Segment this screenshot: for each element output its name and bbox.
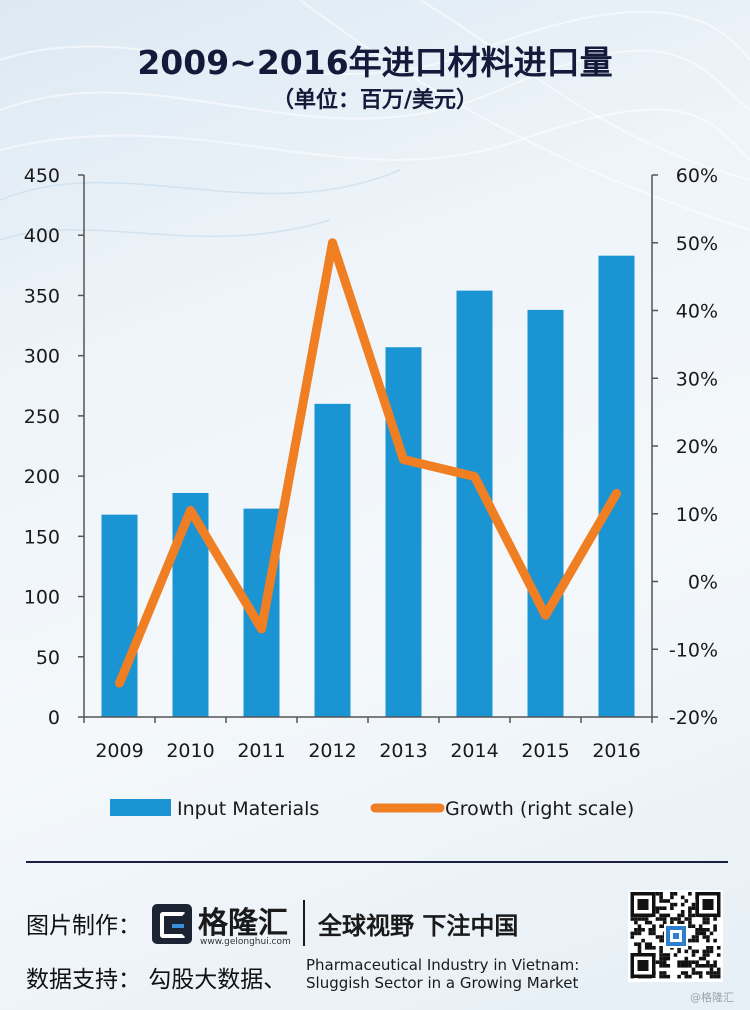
x-tick-label: 2015: [521, 740, 569, 762]
source-title-line1: Pharmaceutical Industry in Vietnam:: [306, 956, 580, 974]
left-tick-label: 50: [36, 647, 60, 669]
bars-series: [101, 255, 635, 717]
left-tick-label: 250: [24, 406, 60, 428]
background-waves: [0, 169, 401, 241]
page-subtitle: （单位：百万/美元）: [271, 88, 479, 113]
data-support-label: 数据支持： 勾股大数据、: [26, 967, 287, 993]
right-tick-label: 40%: [676, 301, 718, 323]
right-tick-label: 60%: [676, 165, 718, 187]
right-tick-label: 10%: [676, 504, 718, 526]
left-tick-label: 400: [24, 225, 60, 247]
left-tick-label: 0: [48, 707, 60, 729]
right-tick-label: 20%: [676, 436, 718, 458]
legend-line-label: Growth (right scale): [445, 798, 634, 820]
right-tick-label: 0%: [688, 572, 718, 594]
gelonghui-logo-icon: [152, 904, 192, 944]
brand-url: www.gelonghui.com: [200, 937, 291, 947]
axes: 0 50 100 150 200 250 300 350 400 450 -20% -10% 0% 10%…: [24, 165, 718, 762]
slogan: 全球视野 下注中国: [318, 912, 519, 940]
left-tick-label: 450: [24, 165, 60, 187]
left-tick-label: 100: [24, 587, 60, 609]
right-tick-label: -20%: [669, 707, 718, 729]
bar-2015: [527, 309, 564, 717]
left-tick-label: 150: [24, 526, 60, 548]
qr-code-icon: [628, 890, 723, 982]
combo-chart: 0 50 100 150 200 250 300 350 400 450 -20% -10% 0% 10%…: [24, 165, 718, 820]
growth-series: [115, 238, 621, 688]
x-tick-label: 2011: [237, 740, 285, 762]
right-tick-label: 30%: [676, 368, 718, 390]
x-tick-label: 2016: [592, 740, 640, 762]
bar-2013: [385, 347, 422, 717]
legend-bar-label: Input Materials: [177, 798, 319, 820]
source-title-line2: Sluggish Sector in a Growing Market: [306, 974, 579, 992]
x-tick-label: 2013: [379, 740, 427, 762]
left-tick-label: 350: [24, 285, 60, 307]
x-tick-label: 2010: [166, 740, 214, 762]
x-tick-label: 2012: [308, 740, 356, 762]
page-title: 2009~2016年进口材料进口量: [137, 43, 613, 82]
bar-2016: [598, 255, 635, 717]
right-tick-label: -10%: [669, 639, 718, 661]
brand-name: 格隆汇: [198, 906, 288, 941]
left-tick-label: 200: [24, 466, 60, 488]
left-tick-label: 300: [24, 346, 60, 368]
right-tick-label: 50%: [676, 233, 718, 255]
legend-bar-swatch: [110, 799, 171, 816]
brand-separator: [303, 900, 305, 946]
footer-divider: [26, 861, 728, 863]
legend: Input Materials Growth (right scale): [110, 798, 634, 820]
x-tick-label: 2014: [450, 740, 498, 762]
growth-line: [115, 238, 621, 688]
bar-2012: [314, 403, 351, 717]
watermark: @格隆汇: [690, 991, 734, 1004]
made-by-label: 图片制作：: [26, 913, 141, 939]
x-tick-label: 2009: [95, 740, 143, 762]
